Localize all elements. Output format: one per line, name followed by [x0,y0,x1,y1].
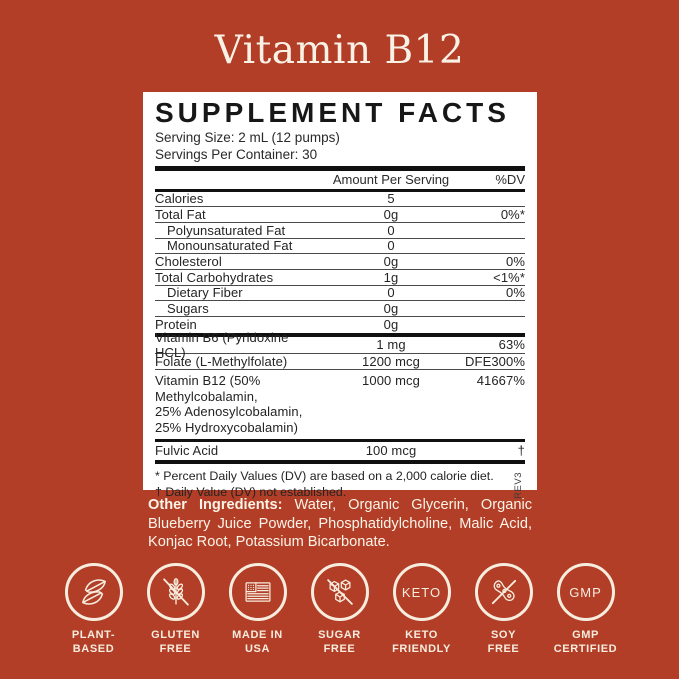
table-row-dietary-fiber: Dietary Fiber 0 0% [155,285,525,302]
row-label: Monounsaturated Fat [167,238,293,254]
table-row-vitamin-b6: Vitamin B6 (Pyridoxine HCL) 1 mg 63% [155,330,525,360]
badge-made-in-usa: MADE IN USA [217,563,299,656]
row-amount: 0 [387,285,395,301]
table-row-calories: Calories 5 [155,191,525,208]
row-dv: † [517,443,525,459]
row-label: Total Fat [155,207,206,223]
badge-label: PLANT- BASED [71,629,116,655]
supplement-facts-panel: SUPPLEMENT FACTS Serving Size: 2 mL (12 … [143,92,537,499]
row-label: Sugars [167,301,209,317]
row-label: Vitamin B6 (Pyridoxine HCL) [155,329,289,360]
row-dv: 63% [498,337,525,353]
row-label-line2: 25% Adenosylcobalamin, [155,404,303,420]
divider-medium [155,188,525,192]
wheat-crossed-icon [162,578,189,606]
table-row-total-fat: Total Fat 0g 0%* [155,207,525,223]
row-dv: 0% [506,285,525,301]
other-ingredients-lead: Other Ingredients: [148,497,283,513]
badge-label: GLUTEN FREE [151,629,200,655]
row-label: Dietary Fiber [167,285,243,301]
serving-size: Serving Size: 2 mL (12 pumps) [155,130,340,145]
page-title: Vitamin B12 [214,28,465,73]
table-row-monounsaturated-fat: Monounsaturated Fat 0 [155,238,525,255]
badge-label: KETO FRIENDLY [392,629,451,655]
row-label: Vitamin B12 (50% Methylcobalamin, [155,373,261,404]
column-header-amount: Amount Per Serving [332,172,450,187]
row-amount: 5 [387,191,395,207]
row-label: Polyunsaturated Fat [167,222,286,238]
row-amount: 0g [383,301,399,317]
row-label: Protein [155,317,197,333]
badge-label: GMP CERTIFIED [553,629,618,655]
row-amount: 1 mg [376,337,406,353]
usa-flag-icon [244,582,271,602]
divider-thick [155,459,525,465]
footnote-dv-basis: * Percent Daily Values (DV) are based on… [155,469,494,484]
row-label: Cholesterol [155,254,222,270]
row-amount: 0g [383,207,399,223]
row-label: Fulvic Acid [155,443,219,459]
other-ingredients-text: Water, Organic Glycerin, Organic Blueber… [148,497,532,551]
table-row-cholesterol: Cholesterol 0g 0% [155,254,525,270]
row-amount: 0g [383,254,399,270]
table-row-total-carbohydrates: Total Carbohydrates 1g <1%* [155,270,525,286]
sugar-cubes-crossed-icon [326,579,353,605]
row-label-line3: 25% Hydroxycobalamin) [155,419,298,435]
table-row-folate: Folate (L-Methylfolate) 1200 mcg DFE300% [155,354,525,371]
row-dv: 0%* [500,207,525,223]
supplement-facts-heading: SUPPLEMENT FACTS [155,97,510,128]
badge-keto-friendly: KETO KETO FRIENDLY [381,563,463,656]
soy-pod-crossed-icon [491,579,516,605]
column-header-dv: %DV [495,172,525,187]
badge-row: PLANT- BASED GLUTEN FREE [0,563,679,656]
footnote-dv-not-established: † Daily Value (DV) not established. [155,485,347,500]
row-dv: <1%* [493,269,525,285]
footnote: * Percent Daily Values (DV) are based on… [155,468,525,500]
row-amount: 0g [383,317,399,333]
row-amount: 0 [387,238,395,254]
row-label: Folate (L-Methylfolate) [155,353,288,369]
table-row-polyunsaturated-fat: Polyunsaturated Fat 0 [155,223,525,239]
row-dv: DFE300% [465,353,525,369]
table-row-protein: Protein 0g [155,317,525,333]
other-ingredients: Other Ingredients: Water, Organic Glycer… [148,496,532,552]
badge-plant-based: PLANT- BASED [53,563,135,656]
divider-medium [155,438,525,442]
badge-soy-free: SOY FREE [463,563,545,656]
badge-gluten-free: GLUTEN FREE [135,563,217,656]
row-label: Total Carbohydrates [155,269,274,285]
divider-thick [155,166,525,171]
row-dv: 0% [506,254,525,270]
table-row-fulvic-acid: Fulvic Acid 100 mcg † [155,442,525,460]
table-row-sugars: Sugars 0g [155,301,525,317]
gmp-circle-text: GMP [569,584,602,600]
row-amount: 1200 mcg [362,353,420,369]
badge-label: SOY FREE [487,629,520,655]
badge-label: SUGAR FREE [318,629,361,655]
row-amount: 1000 mcg [362,373,420,389]
divider-thick [155,332,525,338]
row-amount: 1g [383,269,399,285]
row-label: Calories [155,191,204,207]
revision-code: REV3 [513,472,524,499]
row-amount: 0 [387,222,395,238]
keto-circle-text: KETO [401,584,442,600]
leaves-icon [81,579,106,605]
badge-sugar-free: SUGAR FREE [299,563,381,656]
row-amount: 100 mcg [365,443,417,459]
table-row-vitamin-b12: Vitamin B12 (50% Methylcobalamin, 25% Ad… [155,370,525,438]
row-dv: 41667% [476,373,525,389]
servings-per-container: Servings Per Container: 30 [155,147,318,162]
badge-gmp-certified: GMP GMP CERTIFIED [545,563,627,656]
badge-label: MADE IN USA [232,629,283,655]
table-header: Amount Per Serving %DV [155,171,525,189]
